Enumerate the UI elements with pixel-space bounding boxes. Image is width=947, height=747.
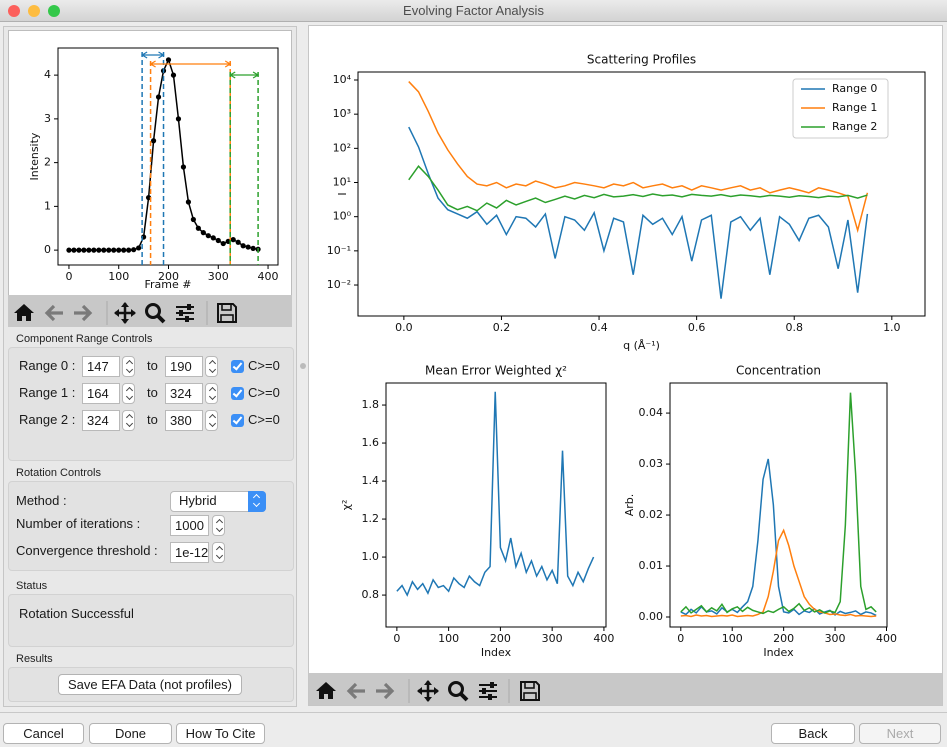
done-button[interactable]: Done — [89, 723, 172, 744]
section-label: Results — [16, 653, 53, 665]
iterations-label: Number of iterations : — [16, 516, 141, 531]
range-start-input[interactable]: 164 — [82, 383, 120, 404]
range-to-label: to — [147, 385, 158, 400]
cancel-button[interactable]: Cancel — [3, 723, 84, 744]
configure-icon[interactable] — [479, 682, 497, 700]
pan-icon[interactable] — [417, 680, 439, 702]
select-arrow — [248, 491, 266, 512]
section-label: Rotation Controls — [16, 467, 101, 479]
spinner[interactable] — [122, 356, 135, 377]
spinner[interactable] — [205, 410, 218, 431]
nonneg-checkbox[interactable] — [231, 360, 244, 373]
mini-plot-area — [8, 30, 292, 296]
zoom-icon[interactable] — [448, 681, 469, 702]
threshold-input[interactable]: 1e-12 — [170, 542, 209, 563]
status-text: Rotation Successful — [19, 606, 134, 621]
window-title: Evolving Factor Analysis — [403, 3, 544, 18]
back-icon[interactable] — [346, 682, 365, 700]
iterations-input[interactable]: 1000 — [170, 515, 209, 536]
splitter-handle[interactable] — [300, 363, 306, 369]
spinner[interactable] — [205, 356, 218, 377]
range-group — [8, 347, 294, 461]
range-to-label: to — [147, 412, 158, 427]
nonneg-label: C>=0 — [248, 358, 280, 373]
right-panel — [308, 25, 943, 706]
spinner[interactable] — [122, 383, 135, 404]
status-group — [8, 594, 294, 647]
range-label: Range 1 : — [19, 385, 76, 400]
save-icon[interactable] — [520, 681, 540, 701]
home-icon[interactable] — [14, 304, 34, 321]
spinner[interactable] — [122, 410, 135, 431]
configure-icon[interactable] — [176, 304, 194, 322]
nonneg-checkbox[interactable] — [231, 387, 244, 400]
toolbar-icons — [14, 301, 237, 325]
save-button[interactable]: Save EFA Data (not profiles) — [58, 674, 242, 695]
range-label: Range 2 : — [19, 412, 76, 427]
range-end-input[interactable]: 324 — [165, 383, 203, 404]
threshold-label: Convergence threshold : — [16, 543, 158, 558]
range-label: Range 0 : — [19, 358, 76, 373]
save-icon[interactable] — [217, 303, 237, 323]
toolbar-icons — [316, 679, 540, 703]
divider — [0, 712, 947, 713]
range-start-input[interactable]: 147 — [82, 356, 120, 377]
range-to-label: to — [147, 358, 158, 373]
mini-toolbar — [8, 295, 292, 327]
pan-icon[interactable] — [114, 302, 136, 324]
section-label: Component Range Controls — [16, 333, 153, 345]
nonneg-label: C>=0 — [248, 385, 280, 400]
minimize-button[interactable] — [28, 5, 40, 17]
method-label: Method : — [16, 493, 67, 508]
plot-toolbar — [309, 673, 942, 705]
section-label: Status — [16, 580, 48, 592]
method-select[interactable]: Hybrid — [170, 491, 266, 512]
back-icon[interactable] — [44, 304, 63, 322]
cite-button[interactable]: How To Cite — [176, 723, 265, 744]
zoom-icon[interactable] — [145, 303, 166, 324]
spinner[interactable] — [212, 542, 225, 563]
nonneg-checkbox[interactable] — [231, 414, 244, 427]
range-start-input[interactable]: 324 — [82, 410, 120, 431]
close-button[interactable] — [8, 5, 20, 17]
spinner[interactable] — [205, 383, 218, 404]
range-end-input[interactable]: 190 — [165, 356, 203, 377]
home-icon[interactable] — [316, 682, 336, 699]
forward-icon[interactable] — [376, 682, 395, 700]
title-bar: Evolving Factor Analysis — [0, 0, 947, 22]
next-button[interactable]: Next — [859, 723, 941, 744]
spinner[interactable] — [212, 515, 225, 536]
nonneg-label: C>=0 — [248, 412, 280, 427]
method-value: Hybrid — [179, 493, 217, 508]
back-button[interactable]: Back — [771, 723, 855, 744]
zoom-button[interactable] — [48, 5, 60, 17]
forward-icon[interactable] — [74, 304, 93, 322]
range-end-input[interactable]: 380 — [165, 410, 203, 431]
